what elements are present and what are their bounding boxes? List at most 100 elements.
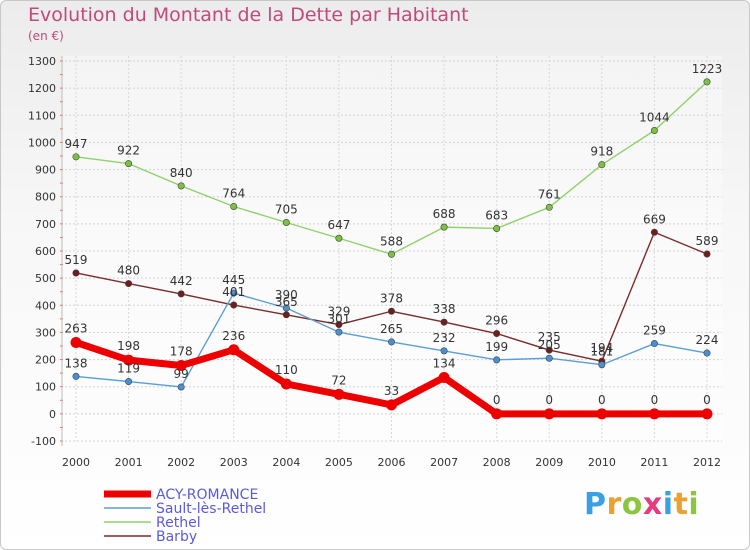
data-label: 1223 <box>692 62 723 76</box>
data-point <box>123 354 135 366</box>
data-point <box>543 408 555 420</box>
data-point <box>230 289 238 297</box>
y-tick-label: 1100 <box>28 109 56 122</box>
data-label: 1044 <box>639 110 670 124</box>
data-label: 947 <box>65 137 88 151</box>
data-point <box>648 408 660 420</box>
legend-label: ACY-ROMANCE <box>156 487 258 503</box>
data-label: 178 <box>170 345 193 359</box>
data-label: 365 <box>275 295 298 309</box>
y-tick-label: 600 <box>35 245 56 258</box>
y-tick-label: 300 <box>35 326 56 339</box>
data-label: 445 <box>222 273 245 287</box>
legend-label: Barby <box>156 529 197 545</box>
data-point <box>596 408 608 420</box>
x-tick-label: 2012 <box>693 456 721 469</box>
data-point <box>282 219 290 227</box>
data-point <box>493 330 501 338</box>
data-point <box>72 153 80 161</box>
x-tick-label: 2001 <box>115 456 143 469</box>
data-point <box>650 228 658 236</box>
x-tick-label: 2011 <box>640 456 668 469</box>
data-label: 669 <box>643 212 666 226</box>
x-tick-label: 2000 <box>62 456 90 469</box>
data-point <box>230 301 238 309</box>
data-label: 647 <box>327 218 350 232</box>
logo-letter: i <box>662 487 674 522</box>
legend-label: Sault-lès-Rethel <box>156 501 266 517</box>
data-label: 0 <box>493 393 501 407</box>
data-point <box>703 250 711 258</box>
data-label: 224 <box>696 333 719 347</box>
x-tick-label: 2002 <box>167 456 195 469</box>
data-label: 519 <box>65 253 88 267</box>
data-label: 480 <box>117 264 140 278</box>
data-point <box>335 321 343 329</box>
data-point <box>280 378 292 390</box>
data-label: 119 <box>117 362 140 376</box>
data-point <box>440 223 448 231</box>
y-tick-label: 400 <box>35 299 56 312</box>
data-label: 922 <box>117 144 140 158</box>
y-tick-label: 200 <box>35 354 56 367</box>
data-label: 263 <box>65 321 88 335</box>
data-point <box>545 203 553 211</box>
y-tick-label: 1000 <box>28 136 56 149</box>
data-label: 110 <box>275 363 298 377</box>
x-tick-label: 2003 <box>220 456 248 469</box>
data-label: 0 <box>545 393 553 407</box>
data-label: 338 <box>433 302 456 316</box>
y-tick-label: 700 <box>35 218 56 231</box>
data-label: 199 <box>485 340 508 354</box>
data-label: 72 <box>331 373 346 387</box>
data-label: 442 <box>170 274 193 288</box>
data-point <box>335 328 343 336</box>
y-tick-label: 1200 <box>28 82 56 95</box>
logo-letter: r <box>606 487 622 522</box>
data-label: 401 <box>222 285 245 299</box>
data-point <box>493 224 501 232</box>
chart-subtitle: (en €) <box>28 29 64 43</box>
data-label: 205 <box>538 338 561 352</box>
data-label: 329 <box>327 305 350 319</box>
data-point <box>440 318 448 326</box>
data-label: 705 <box>275 203 298 217</box>
data-point <box>125 378 133 386</box>
x-tick-label: 2007 <box>430 456 458 469</box>
data-point <box>72 372 80 380</box>
data-label: 296 <box>485 314 508 328</box>
data-point <box>335 234 343 242</box>
data-label: 236 <box>222 329 245 343</box>
y-tick-label: 0 <box>49 408 56 421</box>
data-point <box>598 361 606 369</box>
logo-letter: P <box>584 487 607 522</box>
data-label: 688 <box>433 207 456 221</box>
data-point <box>230 202 238 210</box>
logo-letter: o <box>621 487 643 522</box>
x-tick-label: 2009 <box>535 456 563 469</box>
data-point <box>387 250 395 258</box>
data-label: 134 <box>433 356 456 370</box>
data-point <box>72 269 80 277</box>
data-point <box>650 340 658 348</box>
data-point <box>491 408 503 420</box>
data-point <box>440 347 448 355</box>
data-label: 198 <box>117 339 140 353</box>
x-tick-label: 2006 <box>378 456 406 469</box>
data-point <box>177 182 185 190</box>
data-point <box>125 280 133 288</box>
data-label: 390 <box>275 288 298 302</box>
logo-letter: x <box>642 487 663 522</box>
data-point <box>177 383 185 391</box>
data-point <box>387 338 395 346</box>
data-label: 589 <box>696 234 719 248</box>
data-point <box>175 360 187 372</box>
chart-title: Evolution du Montant de la Dette par Hab… <box>28 4 469 26</box>
data-label: 181 <box>590 345 613 359</box>
data-label: 0 <box>598 393 606 407</box>
data-label: 761 <box>538 187 561 201</box>
x-tick-label: 2010 <box>588 456 616 469</box>
data-point <box>438 371 450 383</box>
